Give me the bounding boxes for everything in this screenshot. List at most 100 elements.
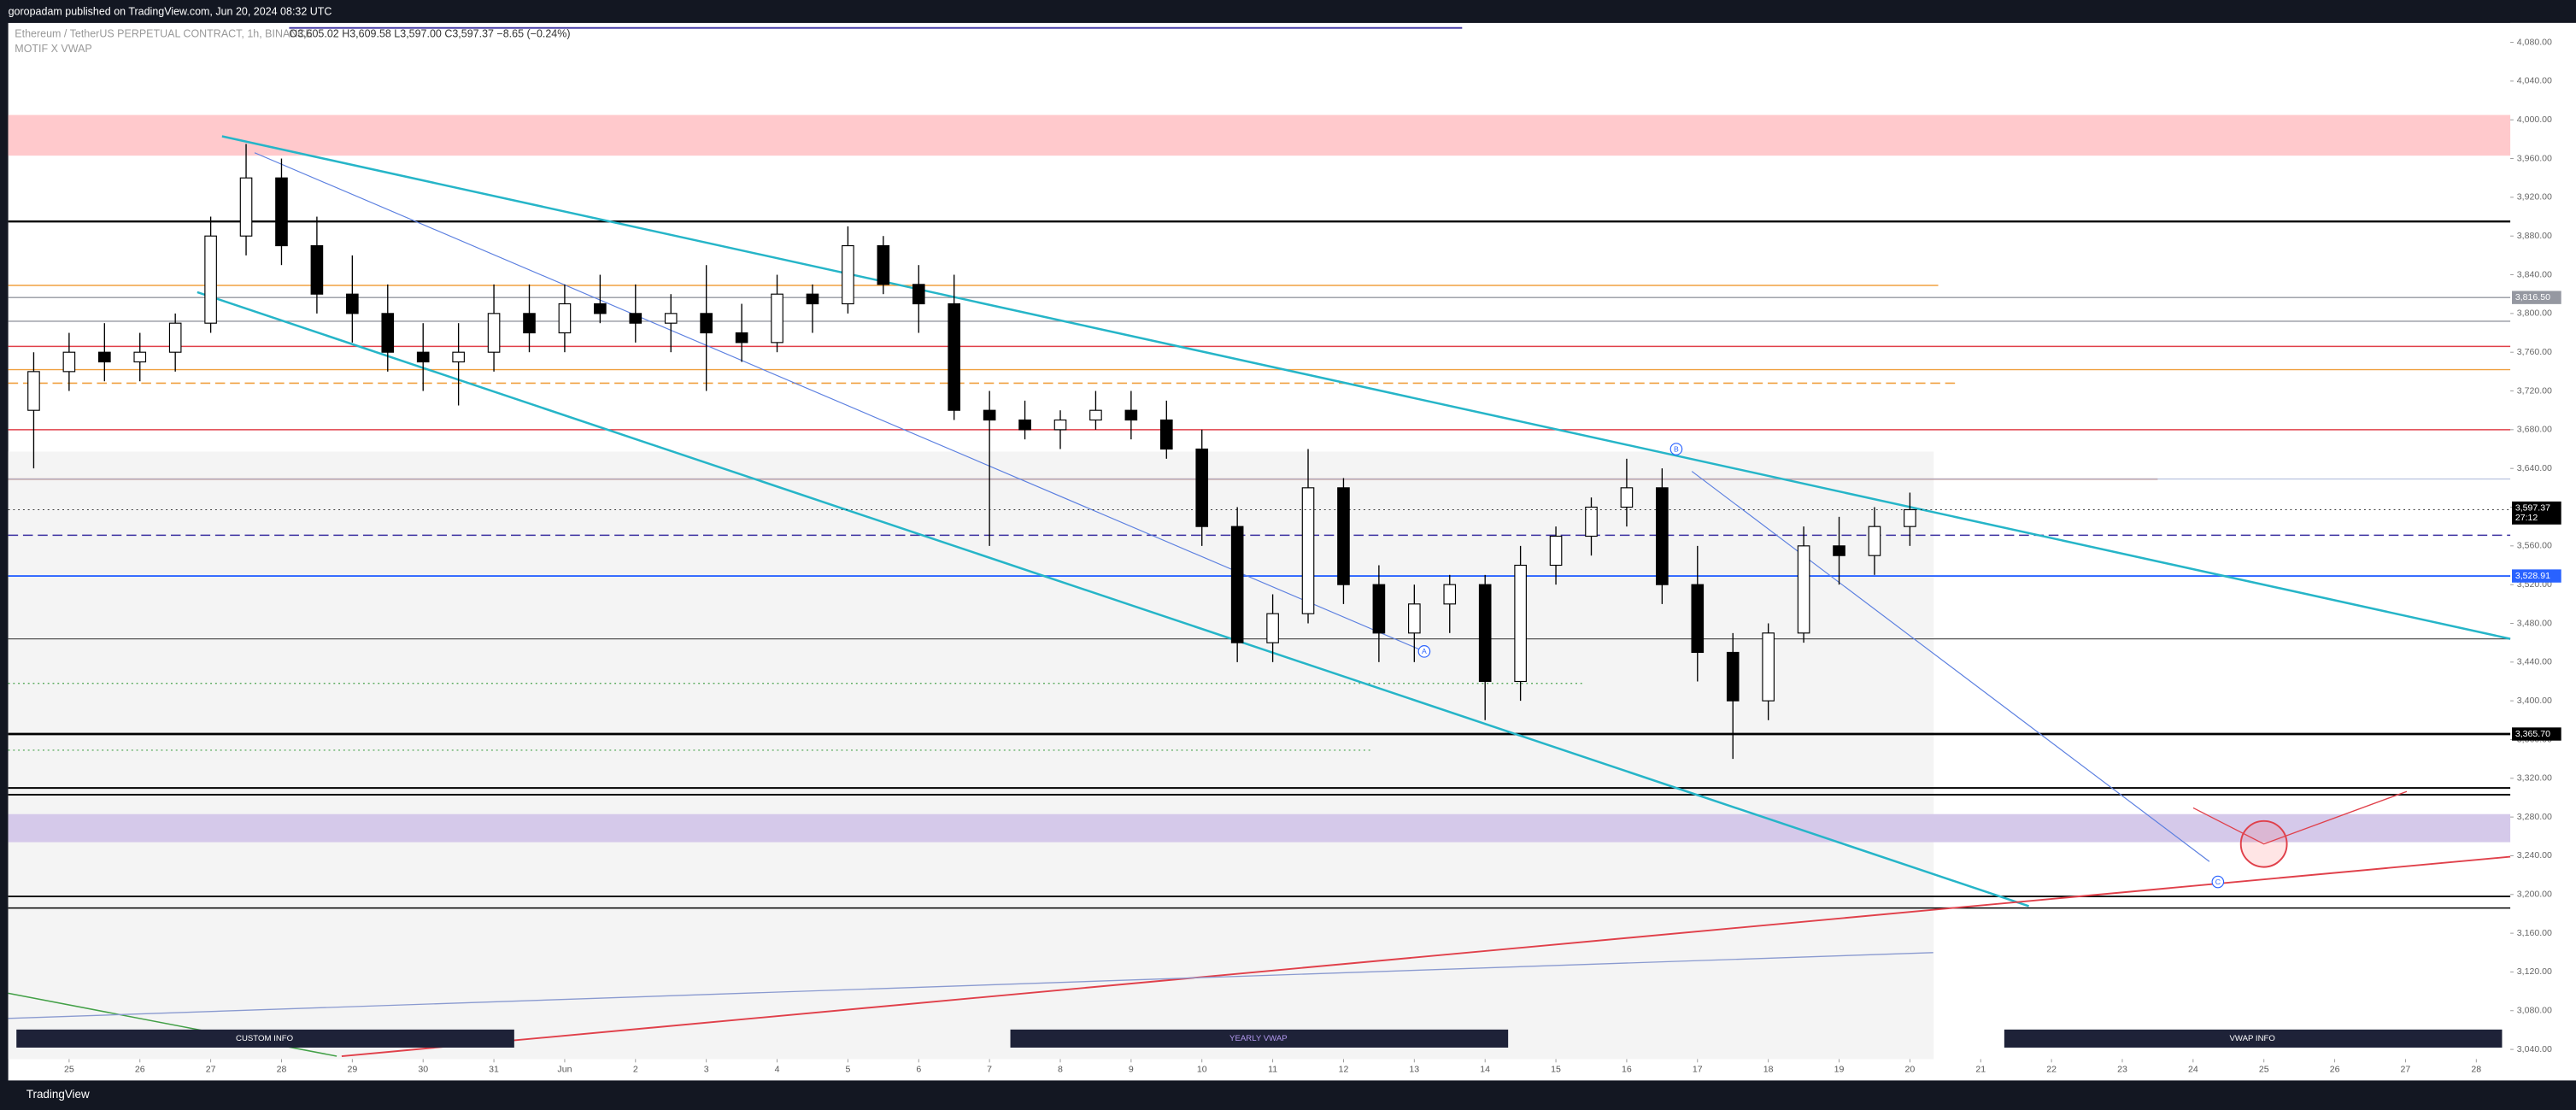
price-badge <box>2512 727 2561 741</box>
y-tick-label: 3,200.00 <box>2517 890 2552 900</box>
candle-body <box>629 313 643 324</box>
y-tick-label: 3,080.00 <box>2517 1006 2552 1016</box>
candle-body <box>1018 419 1031 431</box>
candle-body <box>275 177 288 247</box>
panel-label: VWAP INFO <box>2229 1034 2275 1043</box>
candle-body <box>1868 526 1881 556</box>
candle-body <box>948 302 961 411</box>
x-tick-label: 11 <box>1268 1065 1277 1075</box>
x-tick-label: 30 <box>418 1065 428 1075</box>
panel-label: CUSTOM INFO <box>236 1034 294 1043</box>
x-tick-label: 15 <box>1551 1065 1561 1075</box>
top-bar <box>0 0 2576 23</box>
shaded-area <box>8 451 1934 1060</box>
trendline <box>1691 471 2210 862</box>
x-tick-label: 18 <box>1763 1065 1774 1075</box>
projection <box>2192 790 2408 845</box>
candle-body <box>1585 506 1598 537</box>
candle-body <box>1159 419 1173 450</box>
y-tick-label: 3,720.00 <box>2517 385 2552 396</box>
panel-label: YEARLY VWAP <box>1229 1034 1288 1043</box>
candle-body <box>204 235 217 324</box>
x-tick-label: 17 <box>1693 1065 1703 1075</box>
x-tick-label: 28 <box>2471 1065 2481 1075</box>
y-tick-label: 3,560.00 <box>2517 541 2552 551</box>
x-tick-label: 12 <box>1339 1065 1349 1075</box>
x-tick-label: 7 <box>987 1065 992 1075</box>
y-tick-label: 3,960.00 <box>2517 153 2552 163</box>
candle-body <box>912 284 925 305</box>
candle-body <box>1833 545 1845 556</box>
trendline <box>341 855 2511 1057</box>
publisher: goropadam published on TradingView.com, … <box>9 6 332 18</box>
x-tick-label: 31 <box>489 1065 499 1075</box>
candle-body <box>1726 651 1740 702</box>
y-tick-label: 3,400.00 <box>2517 696 2552 706</box>
y-tick-label: 3,880.00 <box>2517 231 2552 241</box>
y-tick-label: 3,920.00 <box>2517 192 2552 203</box>
y-tick-label: 3,440.00 <box>2517 657 2552 667</box>
candle-body <box>452 351 465 363</box>
candle-body <box>239 177 253 237</box>
y-tick-label: 4,000.00 <box>2517 115 2552 125</box>
wave-marker <box>1417 645 1431 658</box>
y-tick-label: 3,320.00 <box>2517 773 2552 784</box>
price-badge-label: 3,528.91 <box>2515 571 2550 581</box>
candle-body <box>1691 584 1705 654</box>
y-tick-label: 3,120.00 <box>2517 966 2552 977</box>
wave-label: B <box>1674 444 1679 453</box>
x-tick-label: 20 <box>1905 1065 1916 1075</box>
candle-body <box>594 302 607 314</box>
panel <box>2004 1029 2503 1048</box>
candle-body <box>1195 448 1209 527</box>
x-tick-label: 21 <box>1975 1065 1986 1075</box>
x-tick-label: 9 <box>1129 1065 1134 1075</box>
candle-body <box>1514 564 1527 683</box>
price-badge-label: 3,816.50 <box>2515 292 2550 302</box>
y-tick-label: 3,160.00 <box>2517 928 2552 938</box>
candle-body <box>27 371 40 411</box>
x-tick-label: 13 <box>1409 1065 1419 1075</box>
x-tick-label: 8 <box>1058 1065 1063 1075</box>
x-tick-label: 4 <box>775 1065 780 1075</box>
candle-body <box>1124 409 1138 421</box>
candle-body <box>1478 584 1492 683</box>
candle-body <box>771 293 783 344</box>
candle-body <box>1372 584 1386 634</box>
countdown: 27:12 <box>2515 513 2538 523</box>
x-tick-label: 14 <box>1480 1065 1490 1075</box>
candle-body <box>416 351 430 363</box>
x-tick-label: 19 <box>1834 1065 1845 1075</box>
y-tick-label: 3,480.00 <box>2517 618 2552 628</box>
symbol: Ethereum / TetherUS PERPETUAL CONTRACT, … <box>15 28 312 40</box>
x-tick-label: 26 <box>2330 1065 2340 1075</box>
candle-body <box>310 244 324 295</box>
zone <box>8 813 2511 843</box>
candle-body <box>1656 487 1669 585</box>
x-tick-label: 5 <box>845 1065 850 1075</box>
y-tick-label: 3,240.00 <box>2517 850 2552 860</box>
candle-body <box>1904 508 1916 527</box>
y-tick-label: 3,520.00 <box>2517 579 2552 590</box>
x-tick-label: 16 <box>1622 1065 1632 1075</box>
x-tick-label: 25 <box>64 1065 74 1075</box>
candle-body <box>1443 584 1457 605</box>
y-tick-label: 3,840.00 <box>2517 269 2552 279</box>
y-tick-label: 3,640.00 <box>2517 463 2552 473</box>
indicator: MOTIF X VWAP <box>15 43 91 55</box>
trendline <box>254 152 1425 652</box>
candle-body <box>133 351 147 363</box>
y-tick-label: 3,800.00 <box>2517 308 2552 319</box>
y-tick-label: 4,080.00 <box>2517 37 2552 47</box>
candle-body <box>983 409 996 421</box>
candle-body <box>842 244 854 305</box>
x-tick-label: 27 <box>2401 1065 2411 1075</box>
candle-body <box>877 244 890 285</box>
candle-body <box>806 293 819 305</box>
candle-body <box>1337 487 1350 585</box>
panel <box>1010 1029 1509 1048</box>
x-tick-label: 3 <box>704 1065 709 1075</box>
x-tick-label: 22 <box>2046 1065 2057 1075</box>
candle-body <box>1797 545 1810 634</box>
current-price: 3,597.37 <box>2515 502 2550 513</box>
